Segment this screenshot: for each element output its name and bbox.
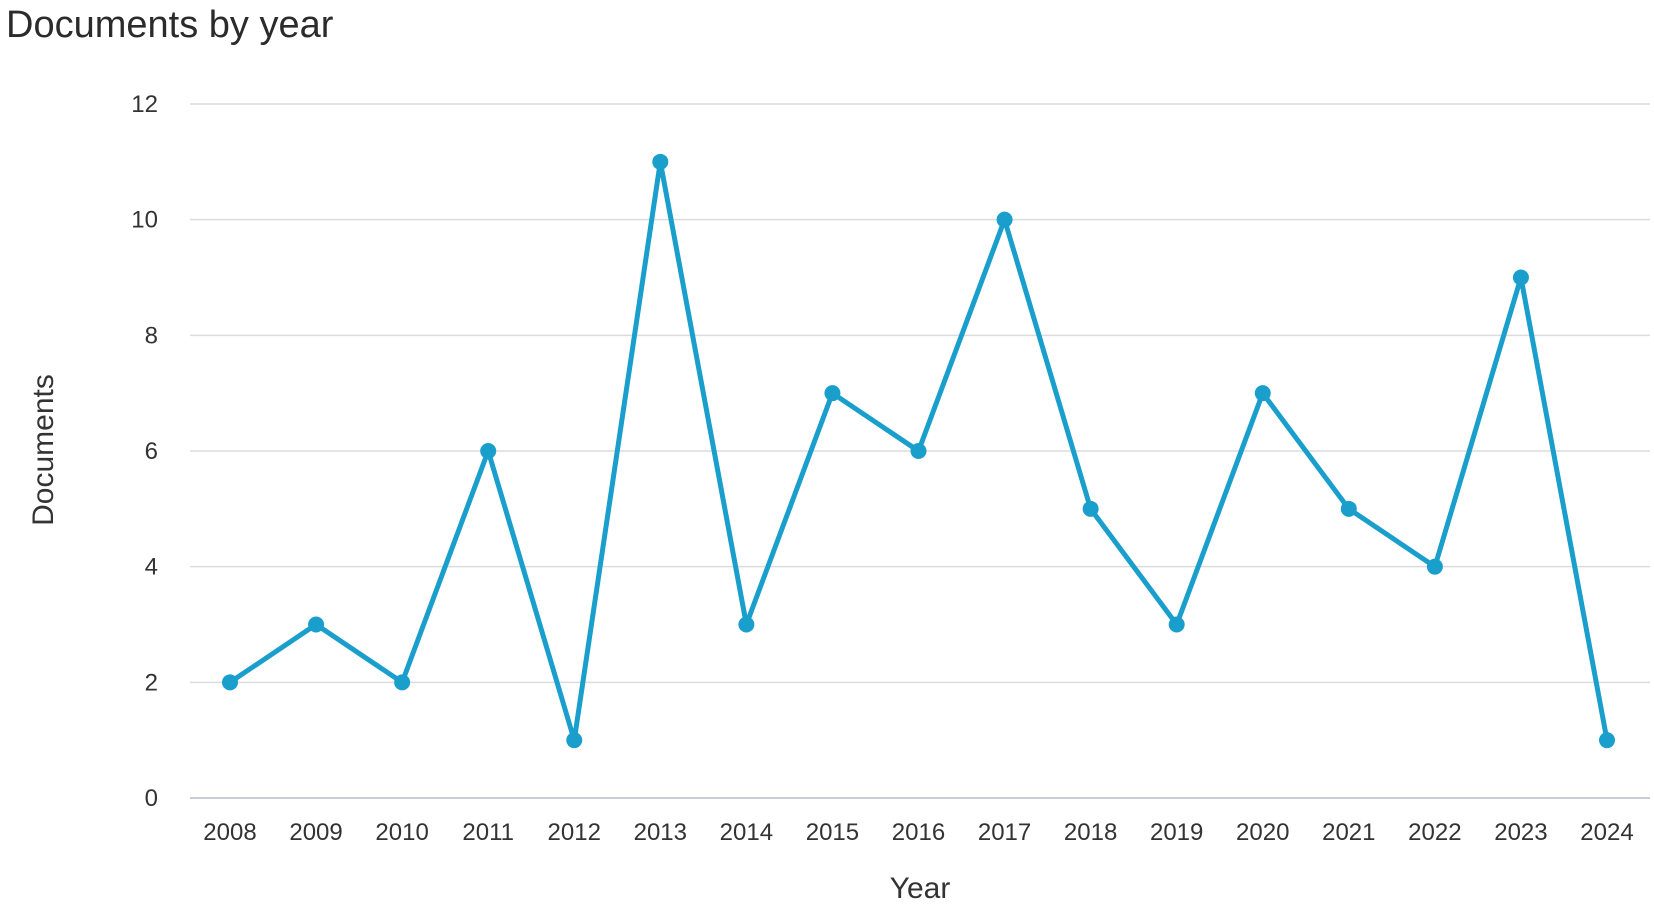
data-point-2023[interactable]	[1512, 269, 1529, 286]
y-tick-label: 4	[145, 554, 158, 581]
data-point-2015[interactable]	[824, 385, 841, 402]
data-point-2021[interactable]	[1340, 500, 1357, 517]
x-tick-label: 2023	[1494, 819, 1547, 846]
x-tick-label: 2009	[289, 819, 342, 846]
data-point-2008[interactable]	[222, 674, 238, 691]
x-tick-label: 2015	[806, 819, 859, 846]
x-tick-label: 2020	[1236, 819, 1289, 846]
grid-lines	[190, 103, 1650, 799]
y-tick-label: 2	[145, 669, 158, 696]
y-tick-label: 0	[145, 785, 158, 812]
y-tick-label: 10	[131, 207, 158, 234]
data-point-2011[interactable]	[480, 443, 497, 459]
x-tick-label: 2021	[1322, 819, 1375, 846]
data-point-2010[interactable]	[394, 674, 411, 691]
x-tick-label: 2008	[203, 819, 256, 846]
data-point-2009[interactable]	[308, 616, 325, 633]
x-tick-label: 2014	[720, 819, 773, 846]
x-tick-label: 2010	[375, 819, 428, 846]
series-documents	[222, 153, 1615, 749]
data-point-2022[interactable]	[1426, 558, 1443, 575]
data-point-2019[interactable]	[1168, 616, 1185, 633]
x-tick-label: 2012	[548, 819, 601, 846]
y-tick-label: 8	[145, 322, 158, 349]
data-point-2013[interactable]	[652, 153, 669, 170]
x-tick-label: 2018	[1064, 819, 1117, 846]
data-point-2024[interactable]	[1599, 732, 1615, 749]
y-tick-label: 12	[131, 91, 158, 118]
data-point-2017[interactable]	[996, 211, 1013, 228]
chart-title: Documents by year	[6, 4, 334, 46]
x-tick-label: 2017	[978, 819, 1031, 846]
data-point-2014[interactable]	[738, 616, 755, 633]
data-point-2018[interactable]	[1082, 500, 1099, 517]
data-point-2012[interactable]	[566, 732, 583, 749]
y-axis-label: Documents	[27, 374, 60, 526]
y-tick-labels: 0 2 4 6 8 10 12	[131, 91, 158, 812]
x-tick-label: 2022	[1408, 819, 1461, 846]
x-tick-label: 2016	[892, 819, 945, 846]
x-tick-labels: 2008 2009 2010 2011 2012 2013 2014 2015 2016 2017…	[203, 819, 1633, 846]
x-tick-label: 2013	[634, 819, 687, 846]
x-tick-label: 2011	[462, 819, 514, 846]
x-tick-label: 2024	[1580, 819, 1633, 846]
data-point-2016[interactable]	[910, 443, 927, 459]
x-tick-label: 2019	[1150, 819, 1203, 846]
data-point-2020[interactable]	[1254, 385, 1271, 402]
y-tick-label: 6	[145, 438, 158, 465]
x-axis-label: Year	[890, 872, 951, 905]
